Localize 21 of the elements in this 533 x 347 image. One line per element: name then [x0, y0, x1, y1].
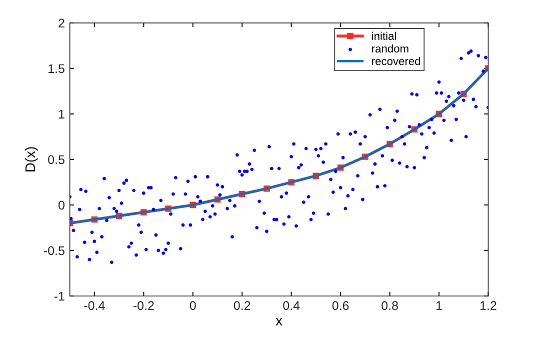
- x-tick-label: -0.2: [133, 301, 154, 310]
- x-axis-title: x: [276, 318, 282, 326]
- x-tick-label: -0.4: [84, 301, 105, 310]
- y-tick-label: 2: [58, 18, 64, 28]
- legend-label: recovered: [372, 56, 420, 66]
- legend-label: random: [372, 44, 408, 53]
- y-axis-title: D(x): [24, 147, 38, 172]
- x-tick-label: 0.2: [234, 301, 250, 310]
- x-tick-label: 0.4: [283, 301, 300, 310]
- y-tick-label: 0: [58, 200, 64, 210]
- x-tick-label: 0.8: [382, 301, 398, 310]
- y-tick-label: -1: [54, 292, 64, 301]
- x-tick-label: 1.2: [480, 301, 496, 310]
- x-tick-label: 1: [436, 301, 442, 310]
- y-tick-label: -0.5: [44, 246, 64, 256]
- y-tick-label: 1.5: [48, 64, 64, 74]
- x-tick-label: 0: [190, 301, 196, 310]
- y-tick-label: 0.5: [48, 155, 64, 164]
- x-tick-label: 0.6: [332, 301, 349, 310]
- legend-label: initial: [372, 32, 396, 40]
- y-tick-label: 1: [58, 110, 64, 118]
